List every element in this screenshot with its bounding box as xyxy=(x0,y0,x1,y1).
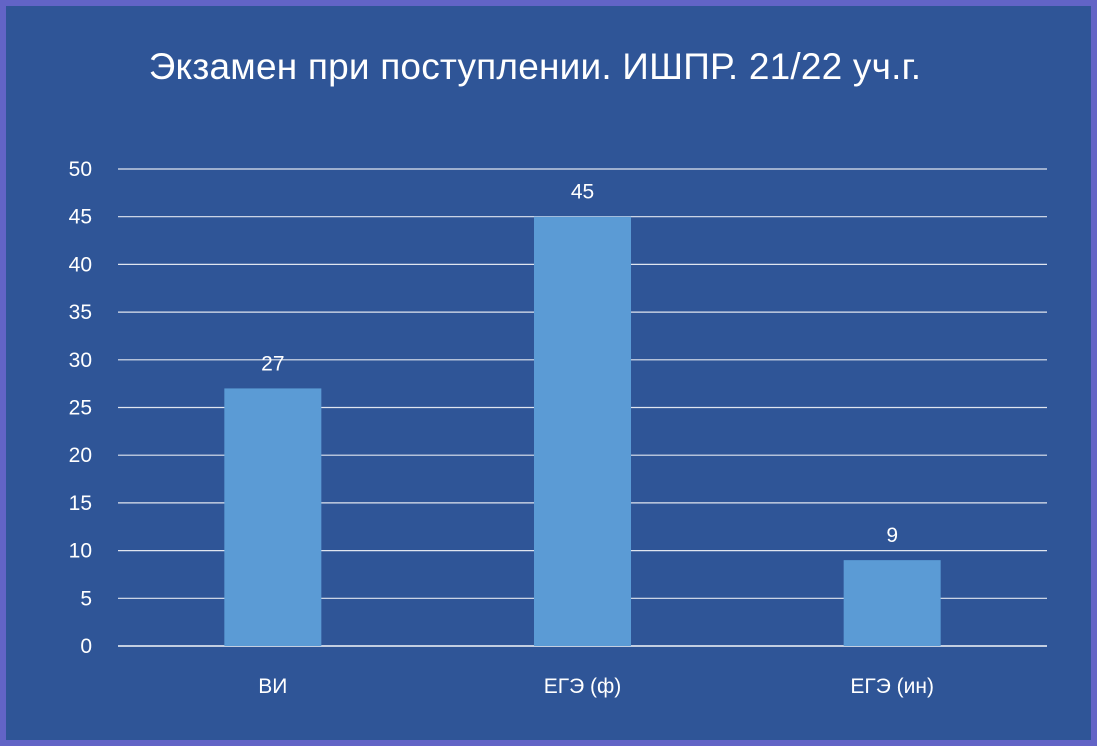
y-tick-label: 10 xyxy=(69,540,92,563)
y-tick-label: 15 xyxy=(69,492,92,515)
y-tick-label: 35 xyxy=(69,301,92,324)
bar xyxy=(534,216,631,646)
y-tick-label: 25 xyxy=(69,397,92,420)
chart-title: Экзамен при поступлении. ИШПР. 21/22 уч.… xyxy=(148,46,922,87)
data-label: 27 xyxy=(261,352,284,375)
x-tick-label: ЕГЭ (ин) xyxy=(850,675,934,698)
y-tick-label: 5 xyxy=(80,587,92,610)
y-tick-label: 0 xyxy=(80,635,92,658)
data-label: 45 xyxy=(571,181,594,204)
y-tick-label: 50 xyxy=(69,158,92,181)
bar xyxy=(224,388,322,646)
y-tick-label: 30 xyxy=(69,349,92,372)
y-tick-label: 20 xyxy=(69,444,92,467)
y-tick-label: 40 xyxy=(69,253,92,276)
x-tick-label: ЕГЭ (ф) xyxy=(544,675,622,698)
x-tick-label: ВИ xyxy=(258,675,287,698)
data-label: 9 xyxy=(886,524,898,547)
y-tick-label: 45 xyxy=(69,206,92,229)
bar xyxy=(843,560,941,646)
